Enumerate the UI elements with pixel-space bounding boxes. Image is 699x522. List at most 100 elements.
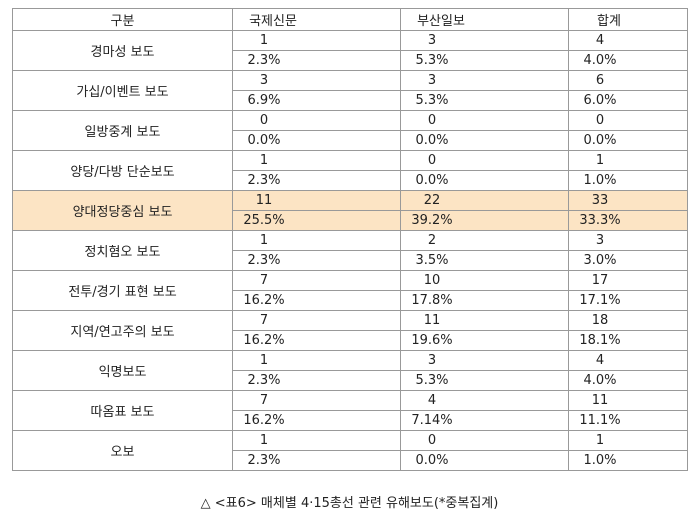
count: 10 — [423, 273, 441, 288]
percent-cell: 19.6% — [400, 330, 569, 351]
percent-cell: 1.0% — [568, 450, 688, 471]
percent-cell: 1.0% — [568, 170, 688, 191]
count-cell: 7 — [232, 310, 401, 331]
percent: 0.0% — [583, 133, 617, 148]
row: 정치혐오 보도 1 2 3 — [12, 230, 688, 271]
count: 7 — [259, 393, 269, 408]
row: 2.3% 0.0% 1.0% — [13, 450, 688, 471]
count: 3 — [259, 73, 269, 88]
percent: 16.2% — [243, 413, 285, 428]
row: 지역/연고주의 보도 7 11 18 — [12, 310, 688, 351]
percent-cell: 2.3% — [232, 50, 401, 71]
percent-cell: 33.3% — [568, 210, 688, 231]
percent-cell: 2.3% — [232, 370, 401, 391]
count: 6 — [595, 73, 605, 88]
percent: 17.8% — [411, 293, 453, 308]
count: 1 — [595, 433, 605, 448]
header-text: 부산일보 — [417, 14, 465, 29]
count: 0 — [595, 113, 605, 128]
percent: 2.3% — [247, 373, 281, 388]
table: 구분 국제신문 부산일보 합계 경마성 보도 1 3 4 2.3% 5.3% 4.0% 가십/… — [12, 8, 688, 471]
header-cell: 구분 — [12, 8, 233, 31]
percent-cell: 0.0% — [400, 450, 569, 471]
percent: 0.0% — [247, 133, 281, 148]
row-label: 익명보도 — [12, 350, 233, 391]
percent: 2.3% — [247, 453, 281, 468]
count: 0 — [259, 113, 269, 128]
table-body: 경마성 보도 1 3 4 2.3% 5.3% 4.0% 가십/이벤트 보도 3 3 6 6.9% 5.3… — [12, 30, 688, 471]
percent-cell: 17.8% — [400, 290, 569, 311]
percent: 5.3% — [415, 93, 449, 108]
count-cell: 17 — [568, 270, 688, 291]
count-cell: 3 — [400, 70, 569, 91]
count: 11 — [255, 193, 273, 208]
percent: 16.2% — [243, 293, 285, 308]
count: 17 — [591, 273, 609, 288]
percent-cell: 16.2% — [232, 330, 401, 351]
count: 1 — [259, 153, 269, 168]
count-cell: 2 — [400, 230, 569, 251]
percent-cell: 7.14% — [400, 410, 569, 431]
count: 11 — [591, 393, 609, 408]
count-cell: 0 — [400, 430, 569, 451]
row-label: 양당/다방 단순보도 — [12, 150, 233, 191]
percent: 2.3% — [247, 173, 281, 188]
percent: 18.1% — [579, 333, 621, 348]
row: 2.3% 0.0% 1.0% — [13, 170, 688, 191]
percent: 3.5% — [415, 253, 449, 268]
percent: 1.0% — [583, 453, 617, 468]
count-cell: 22 — [400, 190, 569, 211]
count-cell: 0 — [400, 110, 569, 131]
row: 익명보도 1 3 4 — [12, 350, 688, 391]
row: 양대정당중심 보도 11 22 33 — [12, 190, 688, 231]
percent-cell: 16.2% — [232, 410, 401, 431]
row-label: 정치혐오 보도 — [12, 230, 233, 271]
percent: 4.0% — [583, 373, 617, 388]
percent-cell: 39.2% — [400, 210, 569, 231]
header-text: 합계 — [597, 14, 621, 29]
percent-cell: 0.0% — [400, 130, 569, 151]
percent-cell: 4.0% — [568, 50, 688, 71]
percent: 0.0% — [415, 133, 449, 148]
percent-cell: 11.1% — [568, 410, 688, 431]
count-cell: 3 — [232, 70, 401, 91]
percent-cell: 16.2% — [232, 290, 401, 311]
table-wrap: 구분 국제신문 부산일보 합계 경마성 보도 1 3 4 2.3% 5.3% 4.0% 가십/… — [12, 8, 688, 471]
percent-cell: 0.0% — [232, 130, 401, 151]
percent-cell: 5.3% — [400, 370, 569, 391]
count: 3 — [427, 353, 437, 368]
count-cell: 1 — [232, 350, 401, 371]
count-cell: 4 — [400, 390, 569, 411]
count-cell: 1 — [232, 30, 401, 51]
count: 4 — [427, 393, 437, 408]
row-label: 따옴표 보도 — [12, 390, 233, 431]
count: 33 — [591, 193, 609, 208]
percent: 17.1% — [579, 293, 621, 308]
count: 0 — [427, 433, 437, 448]
count: 11 — [423, 313, 441, 328]
caption: △ <표6> 매체별 4·15총선 관련 유해보도(*중복집계) — [200, 496, 499, 511]
count: 0 — [427, 113, 437, 128]
percent: 6.9% — [247, 93, 281, 108]
count: 3 — [427, 73, 437, 88]
count-cell: 18 — [568, 310, 688, 331]
count-cell: 0 — [232, 110, 401, 131]
percent-cell: 4.0% — [568, 370, 688, 391]
header-cell: 합계 — [568, 8, 688, 31]
row-label: 전투/경기 표현 보도 — [12, 270, 233, 311]
count-cell: 7 — [232, 390, 401, 411]
row: 6.9% 5.3% 6.0% — [13, 90, 688, 111]
count-cell: 11 — [568, 390, 688, 411]
percent-cell: 2.3% — [232, 250, 401, 271]
row: 일방중계 보도 0 0 0 — [12, 110, 688, 151]
count: 1 — [259, 33, 269, 48]
percent: 0.0% — [415, 173, 449, 188]
row-label: 오보 — [12, 430, 233, 471]
percent: 5.3% — [415, 373, 449, 388]
row-label: 일방중계 보도 — [12, 110, 233, 151]
percent: 2.3% — [247, 253, 281, 268]
percent-cell: 3.0% — [568, 250, 688, 271]
count-cell: 10 — [400, 270, 569, 291]
row: 양당/다방 단순보도 1 0 1 — [12, 150, 688, 191]
row: 16.2% 7.14% 11.1% — [13, 410, 688, 431]
